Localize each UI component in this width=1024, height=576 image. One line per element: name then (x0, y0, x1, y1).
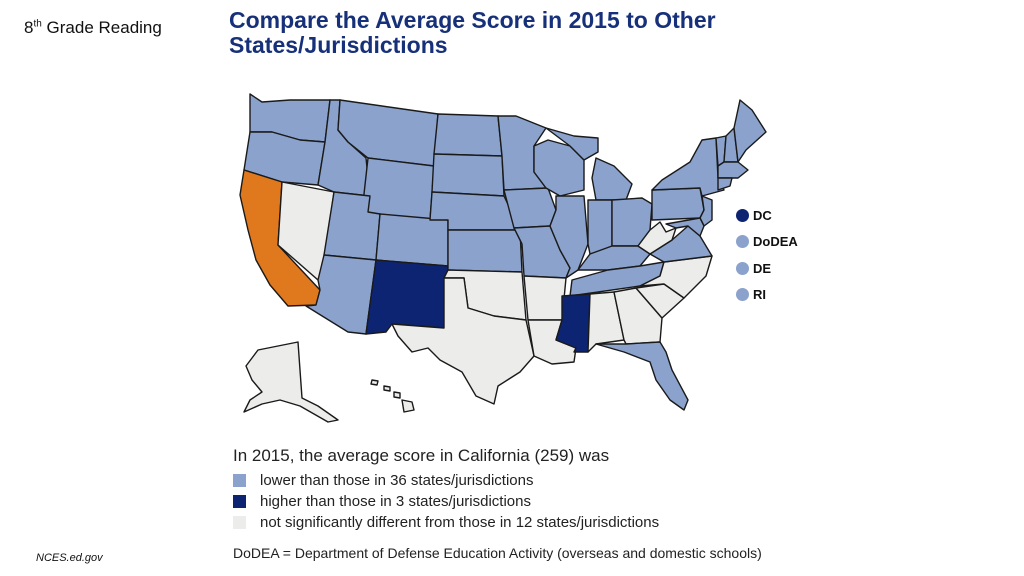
de-dot-icon (736, 261, 749, 275)
grade-label: 8th Grade Reading (24, 18, 162, 37)
state-ks[interactable] (447, 229, 523, 273)
ri-dot-icon (736, 288, 749, 302)
state-co[interactable] (375, 213, 449, 267)
side-legend-item-ri: RI (736, 282, 798, 309)
state-wv[interactable] (637, 221, 677, 255)
legend-label: not significantly different from those i… (260, 514, 660, 531)
not-significant-swatch-icon (233, 516, 246, 529)
title-line-1: Compare the Average Score in 2015 to Oth… (229, 7, 716, 33)
state-al[interactable] (587, 291, 625, 353)
map-legend: In 2015, the average score in California… (233, 446, 659, 533)
state-sd[interactable] (431, 153, 505, 197)
state-me[interactable] (733, 99, 767, 163)
dodea-dot-icon (736, 235, 749, 249)
state-nd[interactable] (433, 113, 503, 157)
side-legend-label: DoDEA (753, 234, 798, 250)
us-map (225, 78, 767, 423)
lower-swatch-icon (233, 474, 246, 487)
legend-row-not-significant: not significantly different from those i… (233, 512, 659, 533)
state-in[interactable] (587, 199, 613, 255)
state-wi[interactable] (533, 139, 585, 197)
title-line-2: States/Jurisdictions (229, 32, 448, 58)
source-label: NCES.ed.gov (36, 552, 103, 564)
footnote: DoDEA = Department of Defense Education … (233, 545, 762, 561)
higher-swatch-icon (233, 495, 246, 508)
state-pa[interactable] (651, 187, 705, 221)
side-legend-label: DE (753, 260, 772, 276)
state-wy[interactable] (361, 157, 435, 221)
state-nc[interactable] (639, 255, 713, 299)
state-nm[interactable] (365, 259, 449, 335)
dc-dot-icon (736, 208, 749, 222)
state-tx[interactable] (391, 277, 535, 405)
side-legend-item-dc: DC (736, 202, 798, 229)
state-md[interactable] (665, 217, 705, 237)
legend-intro: In 2015, the average score in California… (233, 446, 610, 465)
state-ar[interactable] (523, 275, 567, 321)
side-legend-label: DC (753, 207, 772, 223)
legend-row-lower: lower than those in 36 states/jurisdicti… (233, 470, 659, 491)
side-legend-item-de: DE (736, 255, 798, 282)
legend-row-higher: higher than those in 3 states/jurisdicti… (233, 491, 659, 512)
state-ct[interactable] (717, 177, 733, 191)
state-ak[interactable] (243, 341, 339, 423)
state-il[interactable] (549, 195, 589, 279)
state-ny[interactable] (651, 137, 725, 197)
side-legend-label: RI (753, 287, 766, 303)
state-ma[interactable] (717, 161, 749, 179)
side-legend: DC DoDEA DE RI (736, 202, 798, 308)
side-legend-item-dodea: DoDEA (736, 229, 798, 256)
state-ia[interactable] (503, 187, 557, 229)
state-fl[interactable] (595, 341, 689, 411)
state-hi[interactable] (370, 379, 415, 413)
legend-label: lower than those in 36 states/jurisdicti… (260, 472, 534, 489)
page-title: Compare the Average Score in 2015 to Oth… (229, 8, 716, 58)
legend-label: higher than those in 3 states/jurisdicti… (260, 493, 531, 510)
